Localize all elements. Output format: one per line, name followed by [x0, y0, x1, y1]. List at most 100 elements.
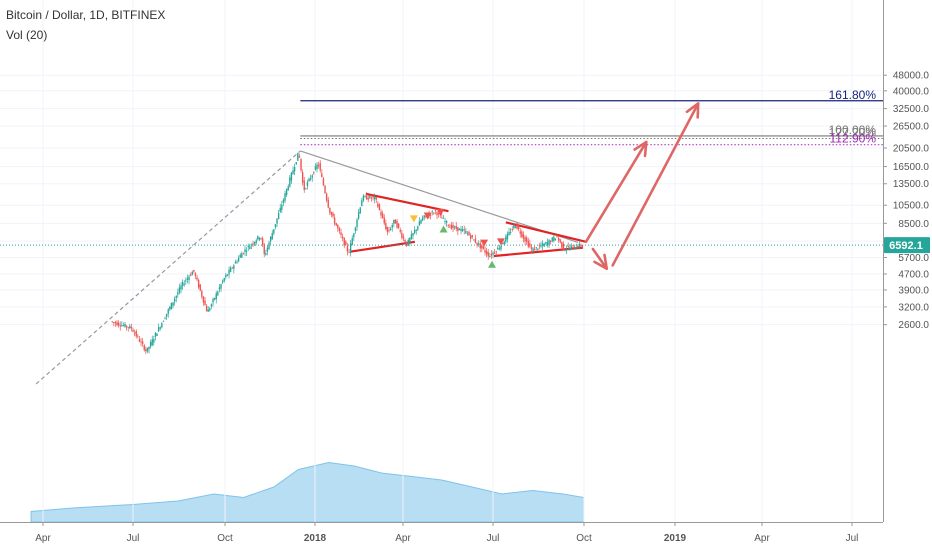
candle-body	[381, 213, 384, 219]
candle-body	[415, 229, 417, 231]
candle-body	[233, 265, 235, 269]
candle-body	[535, 247, 537, 249]
candle-body	[401, 233, 403, 238]
candle-body	[561, 241, 563, 248]
candle-body	[218, 287, 221, 290]
y-axis: 2600.03200.03900.04700.05700.06900.08500…	[883, 0, 932, 550]
candle-body	[265, 253, 267, 255]
candle-body	[321, 173, 323, 178]
x-tick-label: Oct	[576, 533, 592, 544]
candle-body	[413, 230, 416, 233]
candle-body	[463, 229, 465, 231]
candle-body	[361, 200, 363, 207]
signal-marker	[439, 225, 448, 233]
trendline	[505, 221, 587, 243]
candle-body	[436, 212, 438, 216]
candle-body	[314, 166, 317, 170]
candle-body	[253, 242, 256, 245]
candle-body	[497, 247, 499, 250]
candle-body	[348, 252, 350, 254]
candle-body	[178, 287, 181, 293]
y-tick-label: 20500.0	[893, 144, 930, 155]
candle-body	[396, 220, 398, 228]
candle-body	[461, 229, 464, 231]
candle-body	[345, 241, 347, 245]
candle-body	[468, 231, 470, 236]
candle-body	[303, 180, 305, 191]
candle-body	[125, 325, 128, 328]
candle-body	[132, 329, 134, 332]
candle-body	[306, 182, 309, 187]
candle-body	[365, 195, 368, 200]
candle-body	[516, 223, 518, 229]
candle-body	[181, 282, 184, 287]
trendline	[300, 150, 579, 243]
signal-marker	[488, 260, 497, 268]
candle-body	[210, 304, 213, 307]
candle-body	[458, 228, 461, 231]
candle-body	[324, 185, 326, 194]
candle-body	[509, 232, 512, 233]
signal-markers	[409, 208, 505, 268]
candle-body	[137, 335, 139, 337]
candle-body	[556, 235, 558, 237]
candle-body	[513, 225, 515, 228]
candle-body	[437, 213, 440, 215]
trendline	[35, 150, 301, 385]
candle-body	[417, 226, 419, 230]
candle-body	[204, 300, 206, 306]
candle-body	[297, 152, 299, 161]
candle-body	[445, 221, 448, 223]
y-tick-label: 3200.0	[898, 302, 929, 313]
candle-body	[490, 253, 493, 256]
candle-body	[508, 231, 510, 235]
candle-body	[532, 248, 534, 252]
candle-body	[380, 211, 382, 216]
candle-body	[503, 241, 505, 245]
candle-body	[308, 178, 310, 182]
candle-body	[540, 245, 542, 247]
candle-body	[266, 247, 269, 252]
candle-body	[482, 246, 485, 249]
y-tick-label: 2600.0	[898, 320, 929, 331]
candle-body	[153, 339, 155, 343]
candle-body	[407, 239, 409, 246]
candle-body	[119, 325, 121, 327]
candle-body	[492, 252, 494, 255]
y-tick-label: 40000.0	[893, 86, 930, 97]
candle-body	[237, 257, 240, 262]
candle-body	[378, 204, 381, 210]
candle-body	[357, 212, 360, 219]
candle-body	[114, 322, 117, 324]
candle-body	[581, 245, 584, 247]
candle-body	[577, 245, 579, 248]
candle-body	[273, 229, 275, 234]
candle-body	[549, 241, 552, 242]
candle-body	[338, 228, 341, 232]
candle-body	[399, 229, 401, 232]
candle-body	[367, 198, 369, 200]
candle-body	[529, 243, 531, 247]
candle-body	[493, 252, 496, 254]
x-tick-label: Jul	[127, 533, 140, 544]
candle-body	[185, 280, 187, 282]
candle-body	[129, 325, 131, 329]
price-tag-value: 6592.1	[889, 240, 923, 252]
candle-body	[565, 249, 568, 251]
candle-body	[359, 207, 361, 214]
x-tick-label: Apr	[35, 533, 51, 544]
candle-body	[317, 165, 320, 166]
candle-body	[242, 252, 245, 254]
candle-body	[249, 246, 251, 250]
trendlines	[0, 150, 883, 385]
candle-body	[159, 327, 161, 329]
y-tick-label: 26500.0	[893, 122, 930, 133]
candle-body	[172, 302, 174, 306]
projection-arrow-shaft	[584, 140, 648, 244]
candle-body	[541, 243, 544, 246]
candle-body	[473, 239, 475, 241]
candle-body	[372, 196, 374, 198]
candle-body	[151, 339, 153, 346]
y-tick-label: 48000.0	[893, 71, 930, 82]
